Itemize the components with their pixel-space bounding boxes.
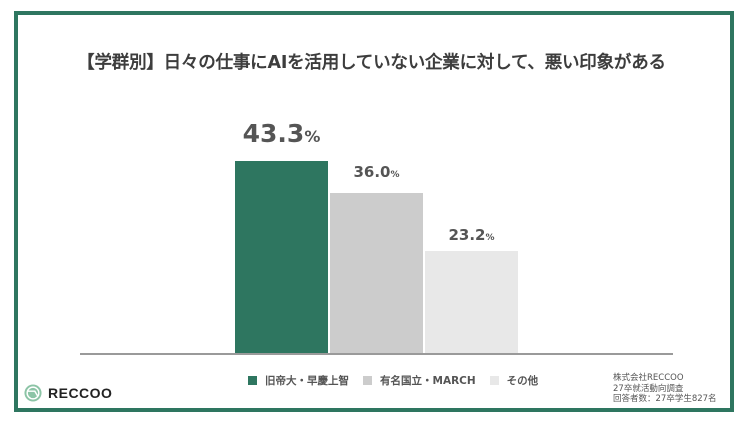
legend-label: 旧帝大・早慶上智 xyxy=(265,375,349,387)
source-note: 株式会社RECCOO 27卒就活動向調査 回答者数：27卒学生827名 xyxy=(613,373,717,405)
bar-sonota xyxy=(425,251,518,354)
source-survey: 27卒就活動向調査 xyxy=(613,383,684,394)
reccoo-logo-icon xyxy=(24,384,42,402)
value-unit: % xyxy=(485,233,495,243)
reccoo-logo: RECCOO xyxy=(24,384,112,402)
legend-item: 有名国立・MARCH xyxy=(363,373,476,388)
source-company: 株式会社RECCOO xyxy=(613,373,684,383)
x-axis-baseline xyxy=(80,353,673,355)
legend-swatch xyxy=(248,376,257,385)
chart-title: 【学群別】日々の仕事にAIを活用していない企業に対して、悪い印象がある xyxy=(77,53,666,73)
value-number: 36.0 xyxy=(353,163,391,181)
legend-item: 旧帝大・早慶上智 xyxy=(248,373,349,388)
bar-yumei-kokuritsu-march xyxy=(330,193,423,354)
legend-label: 有名国立・MARCH xyxy=(380,375,476,387)
legend-item: その他 xyxy=(489,373,539,388)
legend: 旧帝大・早慶上智 有名国立・MARCH その他 xyxy=(248,373,552,388)
legend-label: その他 xyxy=(506,375,539,387)
value-number: 43.3 xyxy=(242,119,305,148)
bar-value-label: 23.2% xyxy=(425,226,518,244)
legend-swatch xyxy=(489,376,499,385)
legend-swatch xyxy=(363,376,372,385)
bar-kyuteidai xyxy=(235,161,328,354)
bar-value-label: 43.3% xyxy=(235,119,328,148)
value-unit: % xyxy=(304,127,321,146)
bar-value-label: 36.0% xyxy=(330,163,423,181)
value-unit: % xyxy=(390,170,400,180)
logo-text: RECCOO xyxy=(48,385,113,401)
value-number: 23.2 xyxy=(448,226,486,244)
source-respondents: 回答者数：27卒学生827名 xyxy=(613,394,717,404)
